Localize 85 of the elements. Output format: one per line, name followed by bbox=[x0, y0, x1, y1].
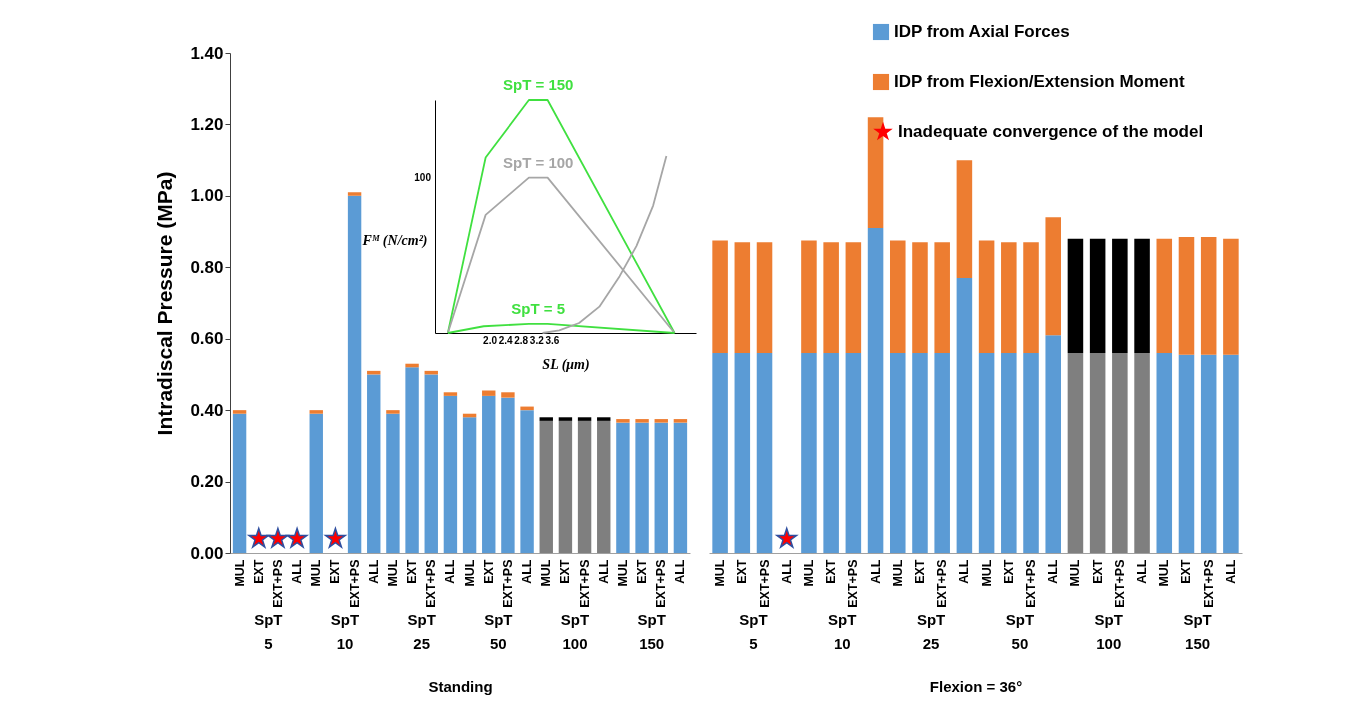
x-tick-label: EXT+PS bbox=[424, 559, 439, 608]
x-tick-label: ALL bbox=[868, 559, 883, 584]
x-tick-label: MUL bbox=[232, 559, 247, 587]
x-tick-label: EXT+PS bbox=[500, 559, 515, 608]
x-tick-label: 2.4 bbox=[498, 334, 514, 346]
y-tick-label: 0.60 bbox=[190, 329, 224, 349]
x-tick-label: EXT+PS bbox=[1112, 559, 1127, 608]
text: SpT 5 bbox=[739, 611, 768, 652]
x-tick-label: EXT bbox=[635, 559, 650, 584]
text: SpT 50 bbox=[1005, 611, 1035, 652]
x-tick-label: MUL bbox=[615, 559, 630, 587]
y-tick-label: 1.20 bbox=[190, 114, 224, 134]
x-tick-label: 3.2 bbox=[529, 334, 545, 346]
text: SpT 10 bbox=[828, 611, 857, 652]
y-tick-label: 0.40 bbox=[190, 400, 224, 420]
text: SpT 100 bbox=[560, 611, 590, 652]
x-tick-label: EXT bbox=[328, 559, 343, 584]
text: SpT 150 bbox=[1183, 611, 1212, 652]
x-tick-label: EXT+PS bbox=[654, 559, 669, 608]
x-tick-label: EXT bbox=[558, 559, 573, 584]
x-tick-label: EXT bbox=[912, 559, 927, 584]
x-tick-label: EXT bbox=[735, 559, 750, 584]
x-axis-title: Standing bbox=[428, 677, 493, 695]
legend-label: Inadequate convergence of the model bbox=[898, 122, 1204, 141]
y-tick-label: 0.20 bbox=[190, 472, 224, 492]
y-tick-label: 0.00 bbox=[190, 543, 224, 563]
x-tick-label: 2.0 bbox=[483, 334, 498, 346]
x-tick-label: EXT+PS bbox=[577, 559, 592, 608]
x-tick-label: EXT bbox=[1090, 559, 1105, 584]
x-tick-label: ALL bbox=[443, 559, 458, 584]
text: SpT 10 bbox=[330, 611, 360, 652]
x-tick-label: EXT bbox=[481, 559, 496, 584]
x-tick-label: EXT bbox=[1001, 559, 1016, 584]
x-tick-label: MUL bbox=[979, 559, 994, 587]
x-tick-label: EXT+PS bbox=[935, 559, 950, 608]
annotation: 100 bbox=[414, 172, 432, 183]
x-tick-label: EXT bbox=[405, 559, 420, 584]
x-tick-label: MUL bbox=[385, 559, 400, 587]
x-tick-label: ALL bbox=[1135, 559, 1150, 584]
x-tick-label: EXT bbox=[1179, 559, 1194, 584]
x-tick-label: ALL bbox=[366, 559, 381, 584]
x-tick-label: MUL bbox=[462, 559, 477, 587]
series-label: SpT = 5 bbox=[511, 299, 566, 317]
x-tick-label: ALL bbox=[1223, 559, 1238, 584]
y-tick-label: 1.00 bbox=[190, 186, 224, 206]
x-tick-label: ALL bbox=[673, 559, 688, 584]
x-tick-label: ALL bbox=[520, 559, 535, 584]
x-tick-label: MUL bbox=[539, 559, 554, 587]
text: SpT 5 bbox=[254, 611, 283, 652]
x-tick-label: 3.6 bbox=[545, 334, 560, 346]
x-tick-label: EXT bbox=[824, 559, 839, 584]
x-tick-label: EXT+PS bbox=[270, 559, 285, 608]
x-tick-label: 2.8 bbox=[514, 334, 529, 346]
text: SpT 100 bbox=[1094, 611, 1123, 652]
x-axis-title: SL (μm) bbox=[542, 356, 590, 373]
series-label: SpT = 150 bbox=[503, 76, 574, 93]
x-tick-label: MUL bbox=[801, 559, 816, 587]
legend-label: IDP from Flexion/Extension Moment bbox=[894, 72, 1185, 91]
y-tick-label: 1.40 bbox=[190, 43, 224, 63]
x-tick-label: EXT bbox=[251, 559, 266, 584]
text: SpT 150 bbox=[637, 611, 666, 652]
text: SpT 25 bbox=[916, 611, 946, 652]
text: SpT 25 bbox=[407, 611, 436, 652]
x-tick-label: EXT+PS bbox=[347, 559, 362, 608]
x-tick-label: MUL bbox=[713, 559, 728, 587]
x-tick-label: ALL bbox=[1046, 559, 1061, 584]
x-tick-label: EXT+PS bbox=[846, 559, 861, 608]
y-axis-title: Fᴹ (N/cm²) bbox=[361, 232, 428, 249]
x-tick-label: ALL bbox=[779, 559, 794, 584]
x-tick-label: ALL bbox=[290, 559, 305, 584]
x-tick-label: MUL bbox=[309, 559, 324, 587]
x-tick-label: MUL bbox=[1157, 559, 1172, 587]
y-tick-label: 0.80 bbox=[190, 257, 224, 277]
x-axis-title: Flexion = 36° bbox=[929, 677, 1023, 695]
x-tick-label: EXT+PS bbox=[1201, 559, 1216, 608]
x-tick-label: MUL bbox=[1068, 559, 1083, 587]
series-label: SpT = 100 bbox=[503, 153, 574, 171]
x-tick-label: MUL bbox=[890, 559, 905, 587]
x-tick-label: EXT+PS bbox=[757, 559, 772, 608]
x-tick-label: EXT+PS bbox=[1024, 559, 1039, 608]
x-tick-label: ALL bbox=[596, 559, 611, 584]
x-tick-label: ALL bbox=[957, 559, 972, 584]
y-axis-title: Intradiscal Pressure (MPa) bbox=[153, 171, 177, 436]
legend-label: IDP from Axial Forces bbox=[894, 22, 1070, 41]
text: SpT 50 bbox=[484, 611, 513, 652]
